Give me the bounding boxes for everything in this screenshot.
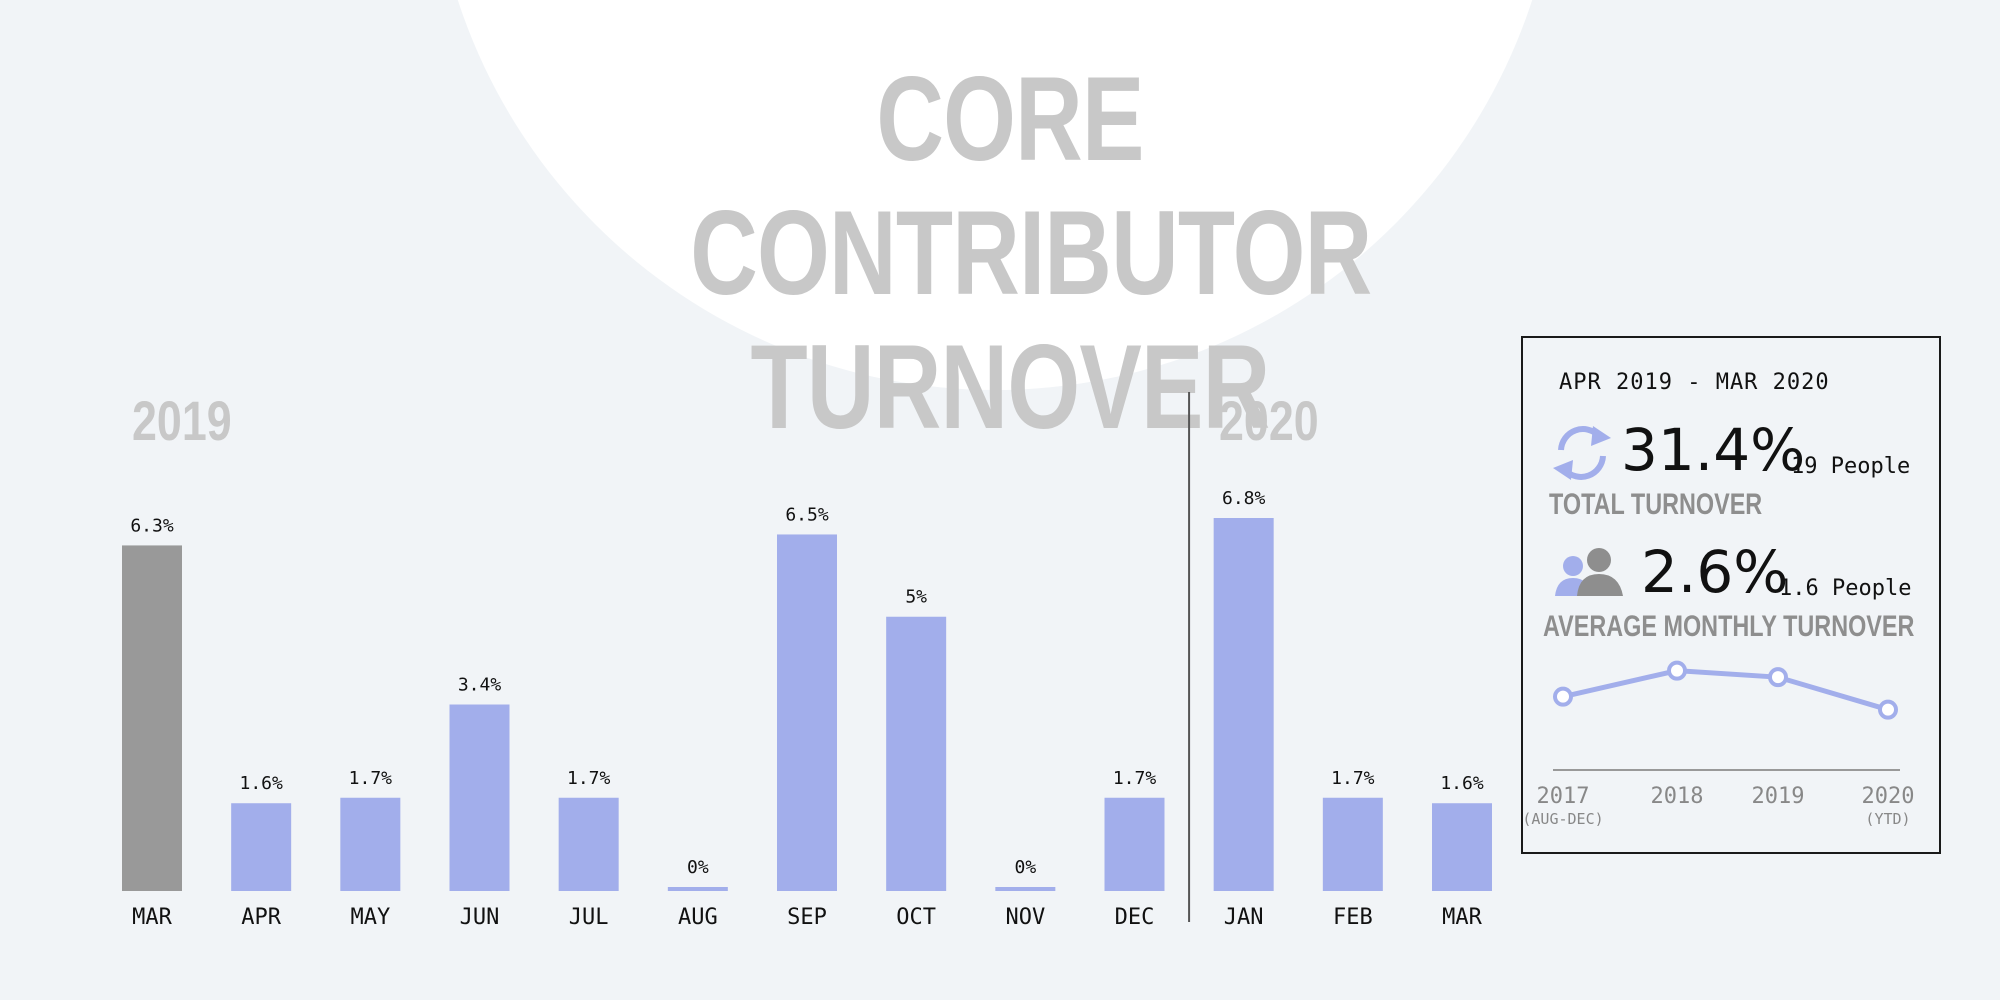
x-tick-label: NOV: [1005, 905, 1045, 930]
bar-value-label: 3.4%: [458, 675, 502, 696]
mini-x-sublabel: (AUG-DEC): [1522, 810, 1603, 828]
total-turnover-caption: TOTAL TURNOVER: [1549, 488, 1763, 521]
year-label-2020: 2020: [1219, 389, 1319, 452]
mini-point-2017: [1553, 686, 1573, 707]
people-icon: [1555, 548, 1623, 596]
x-tick-label: FEB: [1333, 905, 1373, 930]
bar-sep-6: [777, 534, 837, 891]
bar-value-label: 1.6%: [1440, 773, 1484, 794]
bar-value-label: 1.7%: [349, 768, 393, 789]
avg-turnover-people: 1.6 People: [1779, 576, 1912, 601]
x-tick-label: OCT: [896, 905, 936, 930]
avg-turnover-caption: AVERAGE MONTHLY TURNOVER: [1543, 610, 1915, 643]
mini-point-2019: [1768, 667, 1788, 688]
mini-point-2020: [1878, 699, 1898, 720]
x-tick-label: SEP: [787, 905, 827, 930]
avg-turnover-value: 2.6%: [1641, 538, 1789, 606]
mini-x-label: 2020: [1862, 784, 1915, 809]
bar-value-label: 1.7%: [1113, 768, 1157, 789]
summary-panel: APR 2019 - MAR 2020 31.4% 19 People TOTA…: [1521, 336, 1941, 854]
bar-mar-12: [1432, 803, 1492, 891]
bar-jul-4: [558, 797, 619, 891]
bar-nov-8: [995, 887, 1056, 891]
bar-jan-10: [1213, 518, 1274, 891]
x-tick-label: AUG: [678, 905, 718, 930]
mini-point-2018: [1667, 660, 1687, 681]
x-tick-label: MAY: [350, 905, 390, 930]
x-tick-label: MAR: [132, 905, 172, 930]
x-tick-label: DEC: [1115, 905, 1155, 930]
bar-feb-11: [1322, 797, 1383, 891]
mini-x-label: 2017: [1537, 784, 1590, 809]
bar-jun-3: [449, 704, 510, 891]
page-title: CORE CONTRIBUTOR TURNOVER: [690, 52, 1372, 454]
bar-value-label: 1.7%: [1331, 768, 1375, 789]
bar-value-label: 1.7%: [567, 768, 611, 789]
total-turnover-people: 19 People: [1791, 454, 1911, 479]
total-turnover-value: 31.4%: [1621, 416, 1806, 484]
title-line-1: CORE CONTRIBUTOR: [690, 52, 1372, 320]
summary-period: APR 2019 - MAR 2020: [1559, 370, 1830, 395]
x-tick-label: JUL: [569, 905, 609, 930]
bar-dec-9: [1104, 797, 1165, 891]
title-line-2: TURNOVER: [750, 320, 1271, 454]
bar-apr-1: [231, 803, 292, 891]
bar-value-label: 6.5%: [785, 504, 829, 525]
bar-value-label: 1.6%: [239, 773, 283, 794]
bar-value-label: 5%: [905, 587, 927, 608]
year-label-2019: 2019: [132, 389, 232, 452]
mini-x-label: 2019: [1752, 784, 1805, 809]
bar-may-2: [340, 797, 401, 891]
mini-x-label: 2018: [1651, 784, 1704, 809]
mini-x-sublabel: (YTD): [1865, 810, 1910, 828]
bar-value-label: 0%: [687, 857, 709, 878]
bar-value-label: 6.8%: [1222, 488, 1266, 509]
bar-value-label: 6.3%: [130, 515, 174, 536]
bar-aug-5: [667, 887, 728, 891]
x-tick-label: JUN: [460, 905, 500, 930]
x-tick-label: JAN: [1224, 905, 1264, 930]
x-tick-label: APR: [241, 905, 281, 930]
bar-value-label: 0%: [1014, 857, 1036, 878]
bar-mar-0: [122, 545, 182, 891]
bar-oct-7: [886, 616, 947, 891]
x-tick-label: MAR: [1442, 905, 1482, 930]
mini-series-line: [1562, 668, 1889, 713]
refresh-icon: [1553, 426, 1611, 480]
